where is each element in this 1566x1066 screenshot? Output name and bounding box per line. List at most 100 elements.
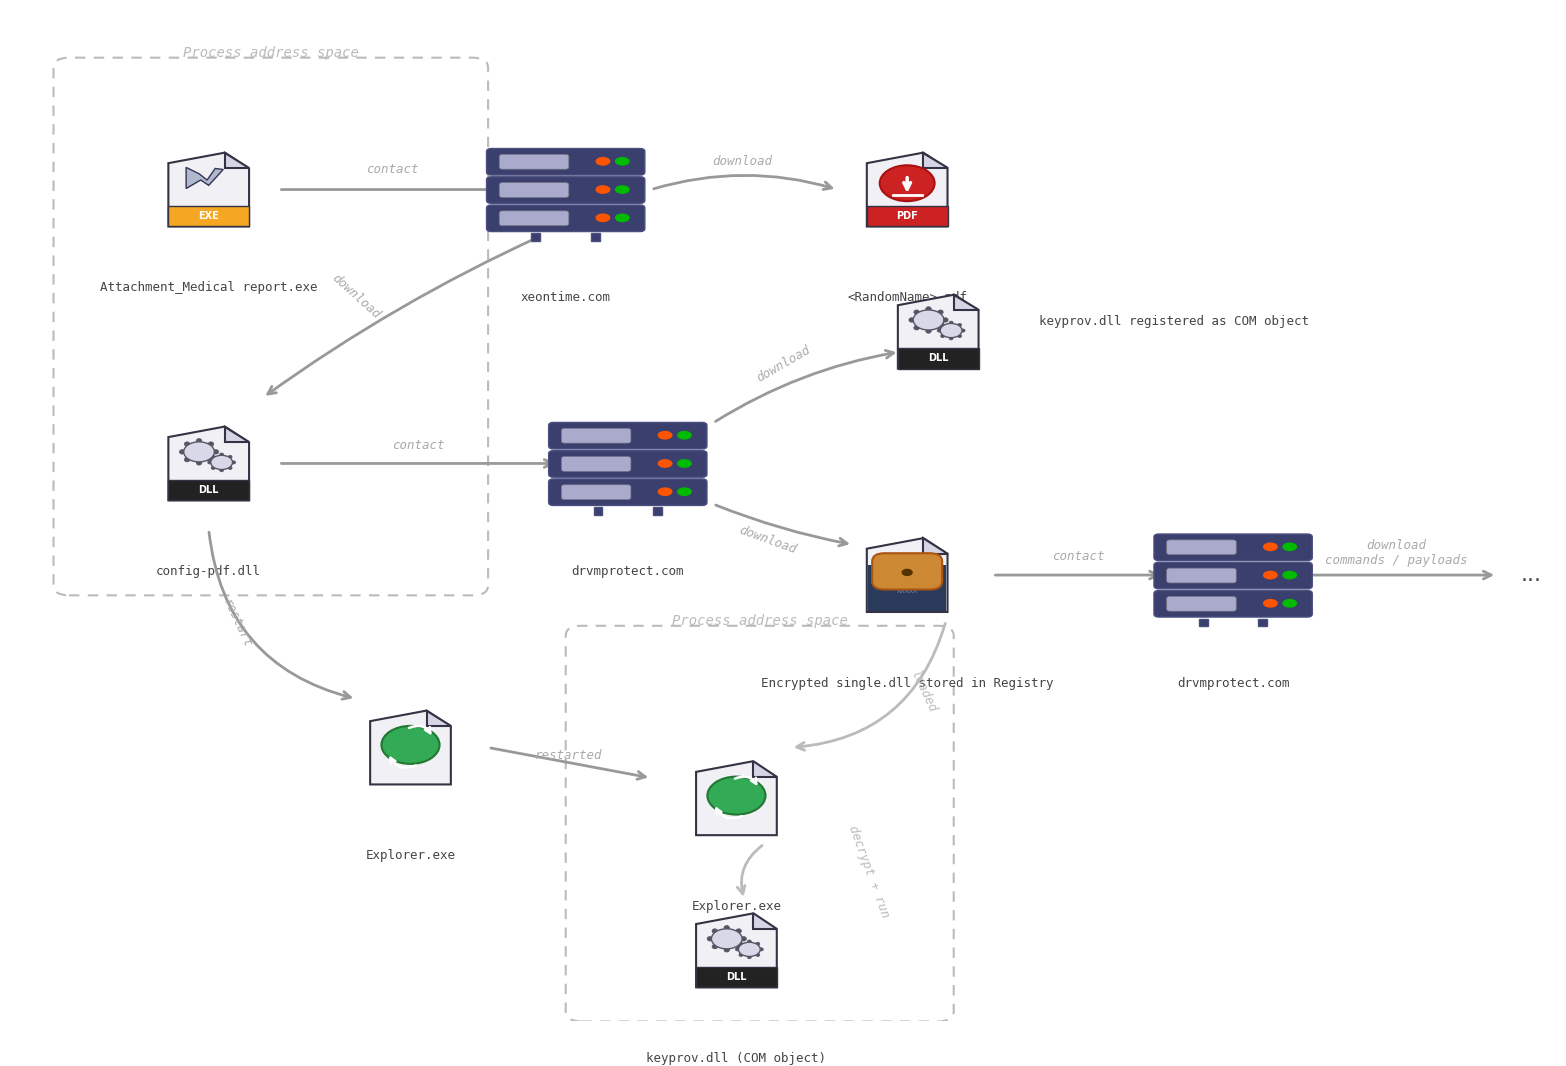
Ellipse shape — [739, 953, 742, 956]
Ellipse shape — [902, 569, 913, 576]
Ellipse shape — [229, 467, 232, 469]
Polygon shape — [897, 294, 979, 369]
Polygon shape — [169, 426, 249, 500]
Ellipse shape — [1262, 570, 1278, 580]
Ellipse shape — [677, 459, 692, 468]
Polygon shape — [954, 294, 979, 310]
Text: Explorer.exe: Explorer.exe — [692, 900, 781, 912]
Ellipse shape — [747, 940, 752, 943]
Ellipse shape — [183, 441, 215, 462]
Polygon shape — [868, 152, 947, 226]
Ellipse shape — [756, 942, 760, 946]
Ellipse shape — [941, 323, 944, 326]
Text: Encrypted single.dll stored in Registry: Encrypted single.dll stored in Registry — [761, 677, 1054, 690]
Ellipse shape — [208, 441, 213, 447]
Ellipse shape — [958, 323, 962, 326]
Text: Explorer.exe: Explorer.exe — [365, 849, 456, 862]
FancyBboxPatch shape — [872, 553, 943, 589]
Text: <RandomName>.pdf: <RandomName>.pdf — [847, 291, 968, 304]
Ellipse shape — [760, 948, 763, 951]
Polygon shape — [426, 711, 451, 726]
Polygon shape — [226, 152, 249, 168]
Ellipse shape — [941, 335, 944, 338]
Ellipse shape — [880, 165, 935, 201]
Ellipse shape — [658, 487, 672, 496]
Ellipse shape — [711, 928, 742, 949]
Ellipse shape — [756, 953, 760, 956]
Bar — [594, 507, 603, 515]
Ellipse shape — [741, 937, 747, 941]
Polygon shape — [924, 152, 947, 168]
Bar — [1200, 619, 1207, 626]
Ellipse shape — [908, 318, 915, 322]
Text: XXXXX: XXXXX — [897, 587, 918, 594]
Ellipse shape — [958, 335, 962, 338]
FancyBboxPatch shape — [487, 177, 645, 204]
Polygon shape — [753, 761, 777, 777]
Text: loaded: loaded — [907, 668, 938, 715]
Text: download: download — [329, 271, 382, 321]
Ellipse shape — [595, 213, 611, 222]
Ellipse shape — [185, 441, 189, 447]
Polygon shape — [169, 152, 249, 226]
Text: xeontime.com: xeontime.com — [521, 291, 611, 304]
Ellipse shape — [211, 455, 215, 458]
Ellipse shape — [926, 307, 932, 311]
Ellipse shape — [211, 455, 232, 469]
Text: contact: contact — [392, 439, 445, 452]
Text: keyprov.dll registered as COM object: keyprov.dll registered as COM object — [1040, 314, 1309, 328]
Ellipse shape — [196, 438, 202, 443]
FancyBboxPatch shape — [1167, 596, 1236, 611]
FancyBboxPatch shape — [1154, 562, 1312, 588]
Ellipse shape — [962, 329, 965, 333]
Text: DLL: DLL — [929, 354, 949, 364]
Bar — [695, 967, 777, 987]
Ellipse shape — [615, 213, 630, 222]
FancyBboxPatch shape — [1154, 534, 1312, 561]
Bar — [169, 481, 249, 500]
Text: DLL: DLL — [199, 485, 219, 496]
FancyBboxPatch shape — [500, 182, 568, 197]
Ellipse shape — [196, 461, 202, 465]
Text: download
commands / payloads: download commands / payloads — [1325, 538, 1467, 567]
Ellipse shape — [708, 777, 766, 814]
Text: EXE: EXE — [199, 211, 219, 222]
Ellipse shape — [208, 457, 213, 462]
Ellipse shape — [940, 323, 962, 338]
Ellipse shape — [1283, 570, 1297, 580]
Ellipse shape — [949, 321, 954, 324]
Bar — [869, 565, 946, 611]
Bar — [169, 207, 249, 226]
Ellipse shape — [1262, 599, 1278, 608]
Polygon shape — [370, 711, 451, 785]
FancyBboxPatch shape — [548, 451, 706, 478]
Text: restart: restart — [219, 597, 254, 650]
Ellipse shape — [211, 467, 215, 469]
Polygon shape — [695, 914, 777, 987]
Text: download: download — [713, 155, 772, 167]
Ellipse shape — [723, 948, 730, 952]
FancyBboxPatch shape — [487, 205, 645, 231]
FancyBboxPatch shape — [500, 155, 568, 169]
Ellipse shape — [736, 928, 741, 933]
Text: drvmprotect.com: drvmprotect.com — [1178, 677, 1289, 690]
Ellipse shape — [913, 310, 944, 330]
Polygon shape — [186, 167, 224, 189]
Polygon shape — [868, 538, 947, 612]
Ellipse shape — [915, 310, 919, 314]
Ellipse shape — [1262, 543, 1278, 551]
Polygon shape — [753, 914, 777, 930]
Ellipse shape — [229, 455, 232, 458]
Ellipse shape — [949, 337, 954, 340]
Text: keyprov.dll (COM object): keyprov.dll (COM object) — [647, 1052, 827, 1065]
Text: contact: contact — [1052, 550, 1104, 563]
Ellipse shape — [708, 937, 713, 941]
Text: contact: contact — [365, 163, 418, 176]
Ellipse shape — [185, 457, 189, 462]
Ellipse shape — [938, 325, 943, 330]
Text: DLL: DLL — [727, 972, 747, 983]
Text: Process address space: Process address space — [672, 614, 847, 628]
Ellipse shape — [658, 431, 672, 439]
Bar — [1259, 619, 1267, 626]
Polygon shape — [695, 761, 777, 835]
